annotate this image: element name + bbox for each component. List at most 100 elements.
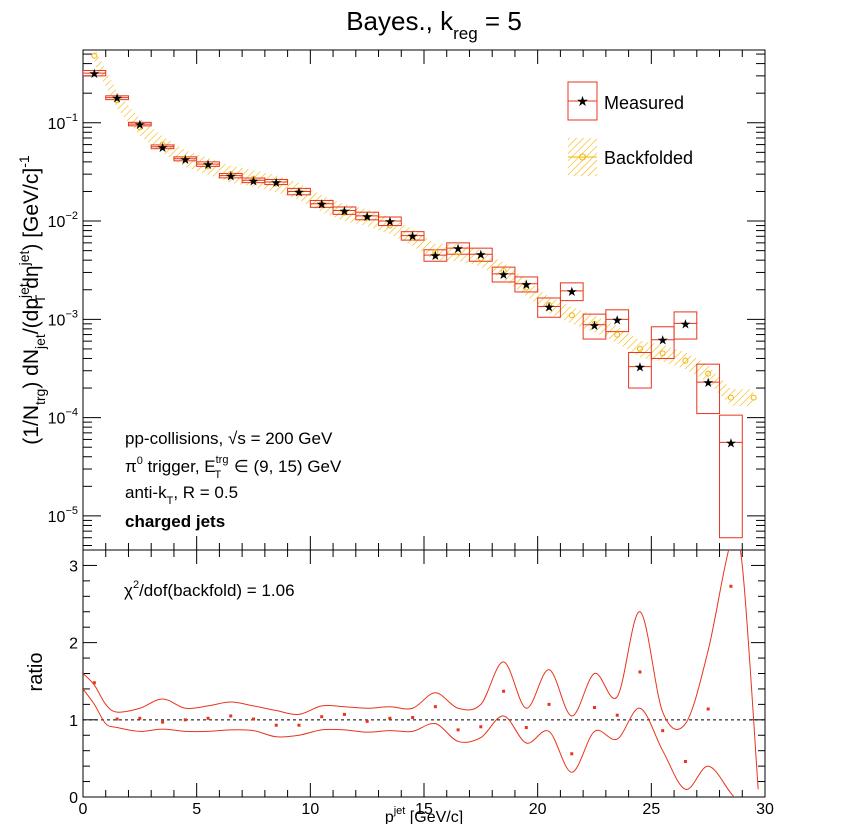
bottom-y-tick-labels: 0 1 2 3 bbox=[69, 558, 78, 807]
ratio-point bbox=[342, 712, 346, 716]
backfolded-point bbox=[614, 331, 621, 338]
backfolded-points bbox=[91, 52, 757, 401]
backfolded-point bbox=[659, 350, 666, 357]
ratio-point bbox=[388, 716, 392, 720]
measured-point: ★ bbox=[634, 360, 646, 375]
backfolded-point bbox=[205, 163, 212, 170]
measured-point: ★ bbox=[452, 241, 464, 256]
ratio-point bbox=[479, 725, 483, 729]
x-tick-label: 25 bbox=[642, 801, 660, 818]
legend-measured-label: Measured bbox=[604, 93, 684, 113]
measured-error-box bbox=[468, 247, 493, 262]
bottom-y-axis-label: ratio bbox=[25, 653, 47, 692]
measured-point: ★ bbox=[384, 214, 396, 229]
backfolded-point bbox=[705, 370, 712, 377]
measured-point: ★ bbox=[657, 333, 669, 348]
top-axes bbox=[82, 50, 766, 550]
measured-error-box bbox=[491, 266, 516, 283]
legend-entry-backfolded: Backfolded bbox=[568, 138, 693, 176]
x-tick-label: 15 bbox=[415, 801, 433, 818]
top-y-tick-label: 10−2 bbox=[48, 210, 78, 231]
measured-error-box bbox=[696, 363, 721, 415]
top-y-axis-label: (1/Ntrg) dNjet/(dpjetT dηjet) [GeV/c]-1 bbox=[16, 155, 48, 445]
chi2-label: χ2/dof(backfold) = 1.06 bbox=[124, 579, 295, 600]
measured-point: ★ bbox=[111, 91, 123, 106]
bottom-y-tick-label: 1 bbox=[69, 713, 78, 730]
measured-point: ★ bbox=[202, 157, 214, 172]
measured-error-box bbox=[650, 326, 675, 359]
measured-point: ★ bbox=[498, 267, 510, 282]
measured-error-box bbox=[83, 70, 107, 77]
ratio-point bbox=[706, 707, 710, 711]
top-y-tick-label: 10−4 bbox=[48, 407, 78, 428]
measured-point: ★ bbox=[680, 316, 692, 331]
ratio-point bbox=[206, 716, 210, 720]
bottom-y-tick-label: 0 bbox=[69, 790, 78, 807]
x-tick-label: 30 bbox=[756, 801, 774, 818]
legend-backfolded-label: Backfolded bbox=[604, 148, 693, 168]
measured-point: ★ bbox=[225, 169, 237, 184]
backfolded-point bbox=[682, 357, 689, 364]
measured-point: ★ bbox=[475, 247, 487, 262]
measured-point: ★ bbox=[361, 209, 373, 224]
ratio-point bbox=[638, 670, 642, 674]
measured-point: ★ bbox=[134, 117, 146, 132]
backfolded-point bbox=[636, 345, 643, 352]
backfolded-hatch-area bbox=[94, 50, 754, 407]
ratio-point bbox=[92, 681, 96, 685]
backfolded-point bbox=[159, 141, 166, 148]
ratio-point bbox=[433, 705, 437, 709]
x-tick-label: 5 bbox=[192, 801, 201, 818]
measured-error-box bbox=[673, 311, 698, 340]
ratio-point bbox=[524, 726, 528, 730]
annotation-block: pp-collisions, √s = 200 GeV π0 trigger, … bbox=[125, 429, 342, 531]
measured-point: ★ bbox=[611, 312, 623, 327]
backfolded-point bbox=[250, 175, 257, 182]
backfolded-point bbox=[500, 268, 507, 275]
measured-point: ★ bbox=[725, 435, 737, 450]
measured-point: ★ bbox=[566, 284, 578, 299]
measured-point: ★ bbox=[270, 175, 282, 190]
x-tick-label: 10 bbox=[301, 801, 319, 818]
x-tick-labels: 0 5 10 15 20 25 30 bbox=[79, 801, 774, 818]
backfolded-point bbox=[568, 312, 575, 319]
measured-error-box bbox=[559, 282, 584, 302]
ratio-band-lower bbox=[83, 688, 735, 797]
top-y-tick-labels: 10−1 10−2 10−3 10−4 10−5 bbox=[48, 112, 78, 526]
backfolded-band bbox=[94, 50, 754, 407]
chart-title: Bayes., kreg = 5 bbox=[346, 6, 522, 43]
backfolded-point bbox=[364, 214, 371, 221]
bottom-axes bbox=[82, 549, 766, 798]
ratio-point bbox=[411, 715, 415, 719]
backfolded-point bbox=[432, 249, 439, 256]
measured-point: ★ bbox=[589, 318, 601, 333]
measured-error-box bbox=[514, 276, 539, 293]
ratio-point bbox=[229, 714, 233, 718]
backfolded-point bbox=[477, 255, 484, 262]
measured-points: ★ ★ ★ ★ ★ ★ ★ ★ ★ ★ ★ ★ ★ ★ ★ ★ ★ ★ ★ ★ ★ ★ ★ ★ ★ ★ ★ ★ ★ bbox=[89, 66, 737, 450]
ratio-point bbox=[138, 716, 142, 720]
ratio-point bbox=[661, 729, 665, 733]
top-y-tick-label: 10−3 bbox=[48, 308, 78, 329]
ratio-point bbox=[115, 717, 119, 721]
ratio-point bbox=[729, 584, 733, 588]
measured-error-box bbox=[719, 414, 743, 539]
measured-point: ★ bbox=[248, 173, 260, 188]
ratio-point bbox=[365, 719, 369, 723]
measured-point: ★ bbox=[407, 229, 419, 244]
measured-point: ★ bbox=[316, 197, 328, 212]
x-tick-label: 0 bbox=[79, 801, 88, 818]
legend-measured-marker: ★ bbox=[576, 93, 589, 109]
measured-point: ★ bbox=[157, 140, 169, 155]
backfolded-point bbox=[591, 320, 598, 327]
legend-entry-measured: ★ Measured bbox=[567, 81, 684, 121]
backfolded-point bbox=[295, 188, 302, 195]
ratio-uncertainty-band bbox=[83, 550, 759, 797]
ratio-point bbox=[320, 715, 324, 719]
backfolded-point bbox=[455, 249, 462, 256]
ratio-point bbox=[570, 752, 574, 756]
ratio-point bbox=[683, 759, 687, 763]
measured-point: ★ bbox=[543, 300, 555, 315]
ratio-point bbox=[252, 717, 255, 721]
